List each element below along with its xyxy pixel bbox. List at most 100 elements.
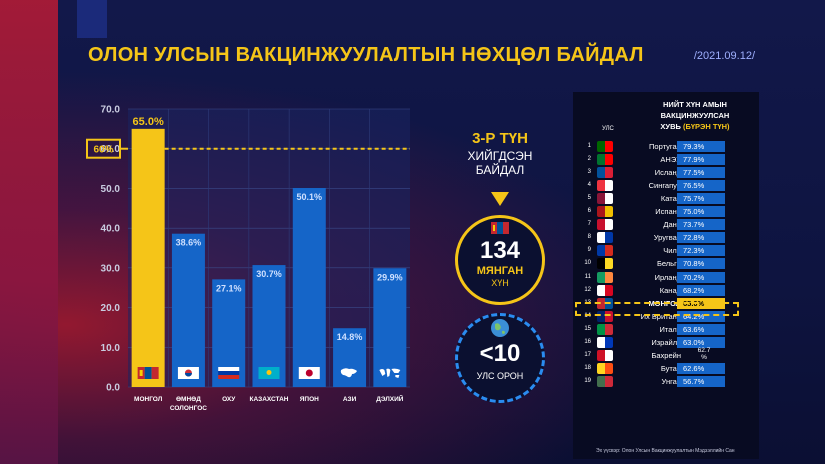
country-flag-icon xyxy=(597,258,613,270)
countries-label: УЛС ОРОН xyxy=(476,371,524,381)
table-row: 19 Унгар 56.7% xyxy=(575,375,757,389)
country-name: АНЭУ xyxy=(660,155,681,165)
country-flag-icon xyxy=(597,375,613,387)
country-flag-icon xyxy=(597,219,613,231)
rank-number: 6 xyxy=(587,208,591,215)
russia-flag-icon xyxy=(218,367,240,379)
table-row: 6 Испани 75.0% xyxy=(575,205,757,219)
category-label: КАЗАХСТАН xyxy=(250,396,289,403)
country-flag-icon xyxy=(597,245,613,257)
bar-6 xyxy=(373,268,407,387)
country-flag-icon xyxy=(597,180,613,192)
red-stripe xyxy=(0,0,58,464)
vaccination-value: 56.7% xyxy=(677,375,725,387)
country-name: Уругвай xyxy=(653,233,681,243)
vaccination-value: 63.6% xyxy=(677,323,725,335)
y-tick-label: 70.0 xyxy=(101,105,121,116)
table-row: 16 Израйль 63.0% xyxy=(575,336,757,350)
vaccination-value: 63.0% xyxy=(677,336,725,348)
rank-number: 5 xyxy=(587,195,591,202)
category-label: ДЭЛХИЙ xyxy=(376,394,404,403)
table-row: 5 Катар 75.7% xyxy=(575,192,757,206)
y-tick-label: 50.0 xyxy=(101,184,121,195)
vaccination-value: 77.5% xyxy=(677,167,725,179)
rank-number: 17 xyxy=(584,351,591,358)
country-name: Их Британи xyxy=(640,311,681,321)
vaccination-value: 68.2% xyxy=(677,284,725,296)
country-name: Чили xyxy=(663,246,681,256)
y-tick-label: 10.0 xyxy=(101,343,121,354)
table-title: НИЙТ ХҮН АМЫН ВАКЦИНЖУУЛСАН ХУВЬ (БҮРЭН … xyxy=(640,99,750,132)
rank-title: 3-Р ТҮН xyxy=(472,130,528,147)
rank-number: 2 xyxy=(587,156,591,163)
japan-flag-icon xyxy=(298,367,320,379)
globe-icon xyxy=(491,319,509,337)
vaccination-value: 62.6% xyxy=(677,362,725,374)
mongolia-row-frame xyxy=(575,302,739,316)
category-label: ӨМНӨД xyxy=(176,396,201,403)
table-row: 3 Исланд 77.5% xyxy=(575,166,757,180)
people-unit: МЯНГАН xyxy=(476,265,524,277)
country-name: Португал xyxy=(649,142,681,151)
rank-number: 3 xyxy=(587,169,591,176)
vaccination-value: 70.2% xyxy=(677,271,725,283)
category-label: МОНГОЛ xyxy=(134,396,163,403)
vaccination-value: 62.7 % xyxy=(697,346,711,361)
people-number: 134 xyxy=(479,237,521,264)
table-row: 8 Уругвай 72.8% xyxy=(575,231,757,245)
south-korea-flag-icon xyxy=(177,367,199,379)
threshold-label: 60% xyxy=(93,145,113,156)
table-row: 9 Чили 72.3% xyxy=(575,244,757,258)
table-title-line2: ВАКЦИНЖУУЛСАН xyxy=(660,111,730,120)
rank-line3: БАЙДАЛ xyxy=(475,163,525,177)
table-row: 7 Дани 73.7% xyxy=(575,218,757,232)
country-name: Ирланд xyxy=(654,272,681,282)
vaccination-value: 77.9% xyxy=(677,154,725,166)
country-name: Итали xyxy=(659,324,681,334)
y-tick-label: 0.0 xyxy=(106,383,120,394)
value-label: 27.1% xyxy=(216,283,242,293)
bar-1 xyxy=(171,233,205,387)
vaccination-value: 75.7% xyxy=(677,193,725,205)
rank-number: 19 xyxy=(584,377,591,384)
country-flag-icon xyxy=(597,310,613,322)
rank-number: 1 xyxy=(587,143,591,149)
source-footer: Эх үүсвэр: Олон Улсын Вакцинжуулалтын Мэ… xyxy=(596,448,735,454)
country-name: Бахрейн xyxy=(651,350,681,360)
table-row: 18 Бутан 62.6% xyxy=(575,362,757,376)
table-row: 4 Сингапур 76.5% xyxy=(575,179,757,193)
country-name: Дани xyxy=(663,220,681,230)
table-row: 12 Канад 68.2% xyxy=(575,284,757,298)
asia-map-icon xyxy=(340,368,358,378)
country-column-header: УЛС xyxy=(602,126,614,132)
country-name: Бутан xyxy=(660,363,681,373)
rank-callout: 3-Р ТҮН ХИЙГДСЭН БАЙДАЛ xyxy=(455,130,545,177)
countries-circle xyxy=(455,313,545,403)
country-name: Сингапур xyxy=(648,181,681,191)
rank-number: 8 xyxy=(587,234,591,241)
country-flag-icon xyxy=(597,154,613,166)
bar-5 xyxy=(333,328,367,387)
mongolia-flag-icon xyxy=(491,222,509,234)
rank-number: 4 xyxy=(587,182,591,189)
value-label: 30.7% xyxy=(256,269,282,279)
country-flag-icon xyxy=(597,349,613,361)
rank-number: 16 xyxy=(584,338,591,345)
country-flag-icon xyxy=(597,336,613,348)
country-name: Бельги xyxy=(656,259,681,269)
country-flag-icon xyxy=(597,232,613,244)
vaccination-value: 75.0% xyxy=(677,206,725,218)
country-flag-icon xyxy=(597,193,613,205)
y-tick-label: 30.0 xyxy=(101,263,121,274)
people-suffix: ХҮН xyxy=(491,278,509,288)
y-tick-label: 60.0 xyxy=(101,144,121,155)
country-name: Испани xyxy=(655,207,681,217)
date-label: /2021.09.12/ xyxy=(693,50,755,62)
table-row: 15 Итали 63.6% xyxy=(575,323,757,337)
table-row: 10 Бельги 70.8% xyxy=(575,257,757,271)
category-label: ОХУ xyxy=(222,396,236,403)
value-label: 14.8% xyxy=(337,332,363,342)
category-label: АЗИ xyxy=(343,396,357,403)
rank-number: 9 xyxy=(587,247,591,254)
